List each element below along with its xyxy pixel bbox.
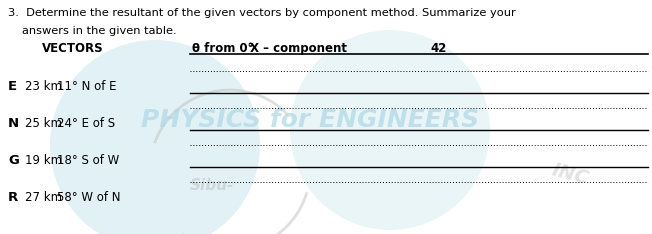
- Text: 25 km: 25 km: [25, 117, 62, 130]
- Text: INC: INC: [549, 161, 591, 189]
- Text: PHYSICS for ENGINEERS: PHYSICS for ENGINEERS: [141, 108, 479, 132]
- Text: Sibu-: Sibu-: [190, 178, 234, 193]
- Text: answers in the given table.: answers in the given table.: [22, 26, 177, 36]
- Text: θ from 0°: θ from 0°: [192, 42, 254, 55]
- Text: 18° S of W: 18° S of W: [57, 154, 119, 167]
- Text: 3.  Determine the resultant of the given vectors by component method. Summarize : 3. Determine the resultant of the given …: [8, 8, 516, 18]
- Text: E: E: [8, 80, 17, 93]
- Text: G: G: [8, 154, 19, 167]
- Text: 11° N of E: 11° N of E: [57, 80, 117, 93]
- Text: X – component: X – component: [250, 42, 347, 55]
- Text: R: R: [8, 191, 18, 204]
- Circle shape: [50, 40, 260, 234]
- Text: 27 km: 27 km: [25, 191, 62, 204]
- Text: N: N: [8, 117, 19, 130]
- Text: 19 km: 19 km: [25, 154, 62, 167]
- Text: 58° W of N: 58° W of N: [57, 191, 121, 204]
- Text: VECTORS: VECTORS: [42, 42, 104, 55]
- Text: 24° E of S: 24° E of S: [57, 117, 115, 130]
- Text: 42: 42: [430, 42, 447, 55]
- Text: 23 km: 23 km: [25, 80, 62, 93]
- Circle shape: [290, 30, 490, 230]
